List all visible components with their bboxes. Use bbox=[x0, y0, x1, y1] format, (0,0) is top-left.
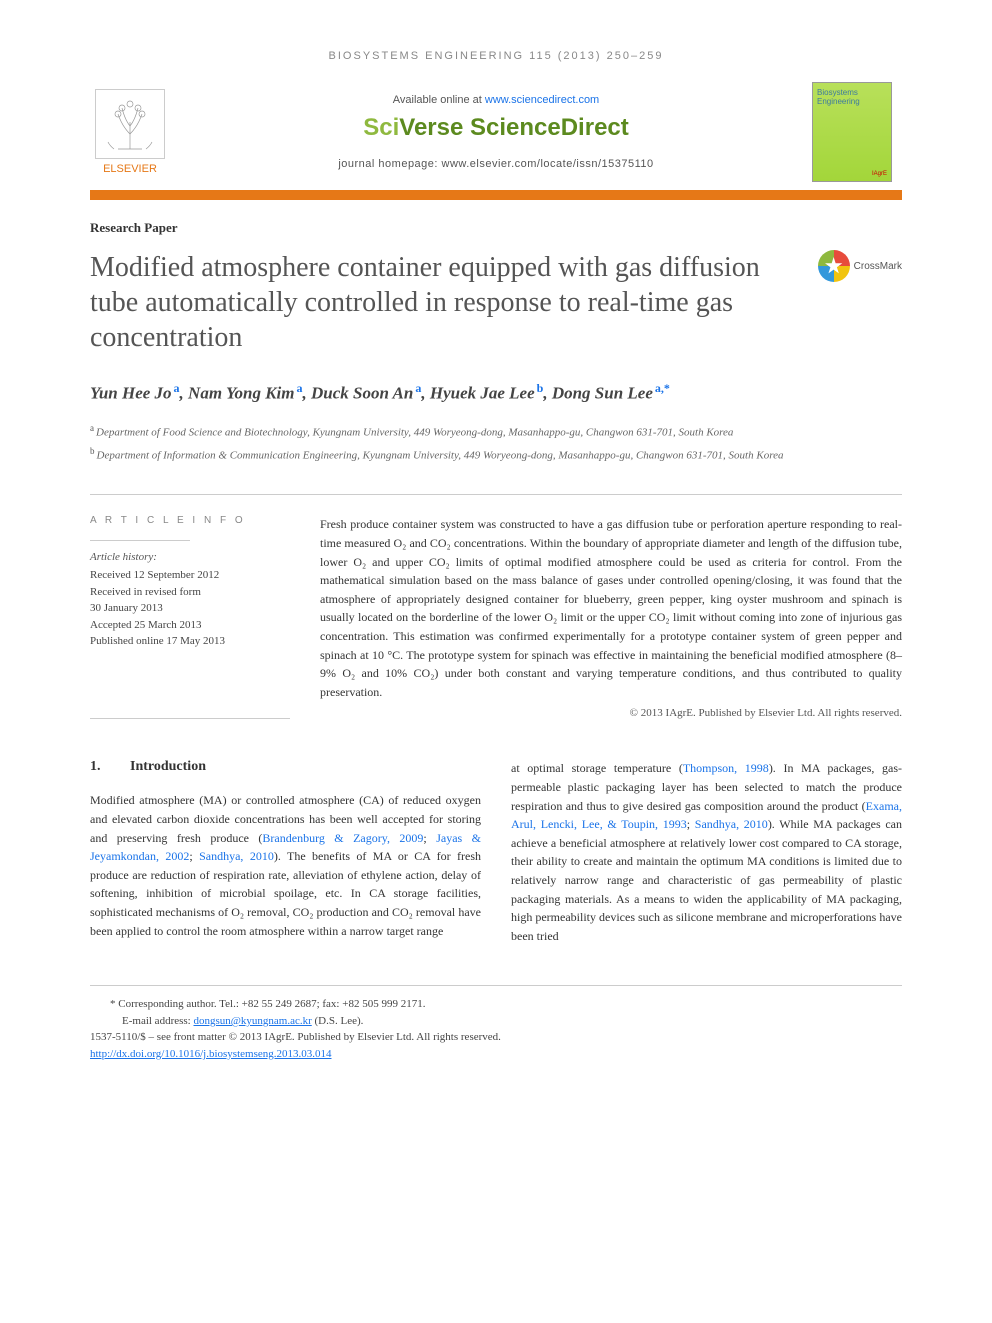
available-online: Available online at www.sciencedirect.co… bbox=[195, 94, 797, 106]
sciencedirect-link[interactable]: www.sciencedirect.com bbox=[485, 94, 599, 106]
paper-type: Research Paper bbox=[90, 220, 902, 236]
issn-line: 1537-5110/$ – see front matter © 2013 IA… bbox=[90, 1029, 902, 1046]
journal-header: ELSEVIER Available online at www.science… bbox=[90, 82, 902, 182]
article-title: Modified atmosphere container equipped w… bbox=[90, 250, 798, 355]
sciverse-brand: SciVerse ScienceDirect bbox=[195, 114, 797, 142]
history-item: Received in revised form bbox=[90, 584, 290, 601]
abstract: Fresh produce container system was const… bbox=[320, 515, 902, 719]
email-suffix: (D.S. Lee). bbox=[312, 1015, 364, 1027]
journal-cover-thumb: Biosystems Engineering IAgrE bbox=[812, 82, 892, 182]
crossmark-widget[interactable]: CrossMark bbox=[818, 250, 902, 282]
abstract-text: Fresh produce container system was const… bbox=[320, 515, 902, 701]
brand-verse: Verse bbox=[399, 114, 470, 141]
doi-link[interactable]: http://dx.doi.org/10.1016/j.biosystemsen… bbox=[90, 1048, 332, 1060]
available-prefix: Available online at bbox=[393, 94, 485, 106]
elsevier-logo: ELSEVIER bbox=[90, 87, 170, 177]
affiliation-a: aDepartment of Food Science and Biotechn… bbox=[90, 422, 902, 441]
cover-foot: IAgrE bbox=[872, 171, 887, 177]
footnotes: * Corresponding author. Tel.: +82 55 249… bbox=[90, 985, 902, 1062]
history-item: Received 12 September 2012 bbox=[90, 567, 290, 584]
running-head: BIOSYSTEMS ENGINEERING 115 (2013) 250–25… bbox=[90, 50, 902, 62]
email-label: E-mail address: bbox=[110, 1015, 193, 1027]
body-column-right: at optimal storage temperature (Thompson… bbox=[511, 759, 902, 945]
brand-sci: Sci bbox=[363, 114, 399, 141]
crossmark-icon bbox=[818, 250, 850, 282]
section-number: 1. bbox=[90, 759, 130, 775]
history-label: Article history: bbox=[90, 551, 290, 563]
article-info: A R T I C L E I N F O Article history: R… bbox=[90, 515, 290, 719]
crossmark-label: CrossMark bbox=[854, 261, 902, 272]
corresponding-author: * Corresponding author. Tel.: +82 55 249… bbox=[110, 996, 902, 1013]
elsevier-tree-icon bbox=[95, 89, 165, 159]
publisher-name: ELSEVIER bbox=[103, 163, 157, 175]
journal-cover-block: Biosystems Engineering IAgrE bbox=[812, 82, 902, 182]
history-item: Accepted 25 March 2013 bbox=[90, 617, 290, 634]
brand-sd: ScienceDirect bbox=[470, 114, 629, 141]
body-para-left: Modified atmosphere (MA) or controlled a… bbox=[90, 791, 481, 940]
accent-bar bbox=[90, 190, 902, 200]
body-para-right: at optimal storage temperature (Thompson… bbox=[511, 759, 902, 945]
journal-homepage: journal homepage: www.elsevier.com/locat… bbox=[195, 158, 797, 170]
history-item: Published online 17 May 2013 bbox=[90, 633, 290, 650]
section-heading: 1.Introduction bbox=[90, 759, 481, 775]
abstract-copyright: © 2013 IAgrE. Published by Elsevier Ltd.… bbox=[320, 707, 902, 719]
author-email-link[interactable]: dongsun@kyungnam.ac.kr bbox=[193, 1015, 311, 1027]
section-title: Introduction bbox=[130, 759, 206, 774]
email-line: E-mail address: dongsun@kyungnam.ac.kr (… bbox=[110, 1013, 902, 1030]
history-item: 30 January 2013 bbox=[90, 600, 290, 617]
affiliation-b: bDepartment of Information & Communicati… bbox=[90, 445, 902, 464]
body-column-left: 1.Introduction Modified atmosphere (MA) … bbox=[90, 759, 481, 945]
cover-title: Biosystems Engineering bbox=[817, 89, 887, 107]
article-info-heading: A R T I C L E I N F O bbox=[90, 515, 290, 526]
author-list: Yun Hee Joa, Nam Yong Kima, Duck Soon An… bbox=[90, 379, 902, 406]
publisher-block: ELSEVIER bbox=[90, 87, 180, 177]
